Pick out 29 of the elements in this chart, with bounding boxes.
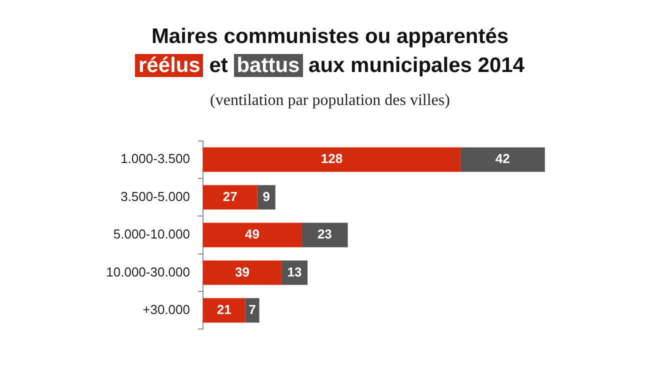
bar: [302, 222, 348, 248]
data-label: 128: [320, 151, 343, 166]
bar: [460, 147, 545, 172]
data-label: 23: [317, 226, 332, 242]
data-label: 21: [216, 302, 232, 317]
data-label: 7: [248, 302, 256, 317]
bar: [203, 298, 246, 323]
data-label: 13: [287, 264, 302, 280]
bar: [245, 298, 260, 323]
bar: [203, 260, 282, 285]
chart-title: Maires communistes ou apparentés: [150, 24, 510, 50]
bar: [203, 185, 258, 210]
y-tick-label: 3.500-5.000: [120, 188, 190, 204]
data-label: 9: [262, 188, 270, 204]
data-label: 42: [495, 151, 510, 166]
text: aux municipales 2014: [308, 54, 524, 77]
bar: [203, 147, 460, 172]
y-tick-label: +30.000: [142, 302, 190, 317]
data-label: 49: [245, 226, 260, 242]
y-tick-label: 1.000-3.500: [120, 151, 190, 166]
text: battus: [234, 54, 303, 77]
data-label: 27: [222, 188, 238, 204]
y-tick-label: 5.000-10.000: [113, 226, 190, 242]
text: réélus: [135, 54, 204, 77]
bar: [203, 222, 302, 248]
text: et: [209, 54, 228, 77]
y-tick-label: 10.000-30.000: [106, 264, 190, 280]
data-label: 39: [234, 264, 250, 280]
chart-subtitle: (ventilation par population des villes): [209, 92, 451, 110]
